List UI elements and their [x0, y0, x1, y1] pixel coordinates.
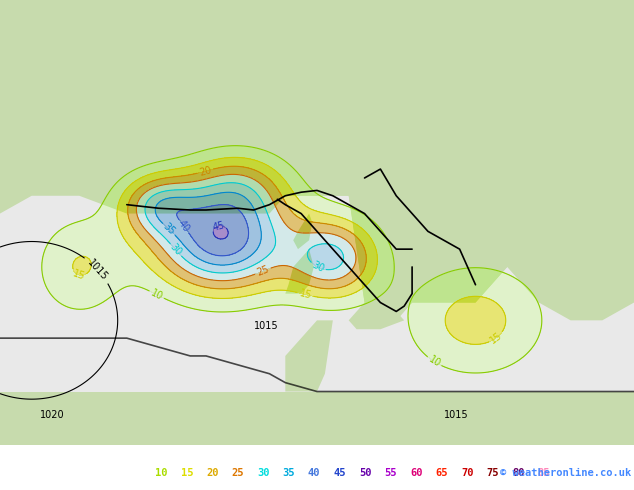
Text: 35: 35	[283, 468, 295, 478]
Text: 15: 15	[298, 288, 313, 301]
Text: 35: 35	[161, 221, 177, 237]
Text: 25: 25	[256, 264, 271, 278]
Text: 60: 60	[410, 468, 422, 478]
Text: 40: 40	[308, 468, 321, 478]
Polygon shape	[0, 0, 634, 320]
Text: 20: 20	[206, 468, 219, 478]
Text: 30: 30	[311, 260, 326, 274]
Text: 25: 25	[231, 468, 244, 478]
Text: 1020: 1020	[39, 410, 64, 420]
Text: 1015: 1015	[86, 257, 110, 282]
Text: 45: 45	[333, 468, 346, 478]
Text: 15: 15	[181, 468, 193, 478]
Text: 70: 70	[461, 468, 474, 478]
Text: 75: 75	[486, 468, 499, 478]
Text: 30: 30	[257, 468, 269, 478]
Text: © weatheronline.co.uk: © weatheronline.co.uk	[500, 468, 631, 478]
Text: 30: 30	[168, 242, 184, 258]
Text: 10: 10	[155, 468, 167, 478]
Text: 15: 15	[71, 268, 86, 282]
Text: 1015: 1015	[254, 321, 278, 331]
Text: 65: 65	[436, 468, 448, 478]
Text: Surface pressure [hPa] ECMWF: Surface pressure [hPa] ECMWF	[3, 452, 178, 462]
Text: 1015: 1015	[444, 410, 469, 420]
Text: 90: 90	[563, 468, 576, 478]
Text: 80: 80	[512, 468, 524, 478]
Polygon shape	[285, 320, 333, 392]
Polygon shape	[380, 107, 634, 320]
Text: 40: 40	[176, 218, 191, 234]
Polygon shape	[349, 302, 404, 329]
Polygon shape	[293, 214, 312, 249]
Text: Isotachs 10m (km/h): Isotachs 10m (km/h)	[3, 468, 122, 478]
Polygon shape	[269, 143, 412, 320]
Text: 85: 85	[538, 468, 550, 478]
Text: 10: 10	[149, 288, 164, 302]
Text: 55: 55	[384, 468, 397, 478]
Text: 10: 10	[427, 354, 442, 369]
Polygon shape	[0, 392, 634, 445]
Polygon shape	[285, 249, 314, 294]
Text: 45: 45	[211, 220, 226, 232]
Text: 15: 15	[488, 330, 504, 345]
Text: 20: 20	[198, 165, 213, 177]
Text: Sa 28-09-2024 12:00 UTC (00+156): Sa 28-09-2024 12:00 UTC (00+156)	[390, 452, 590, 462]
Text: 50: 50	[359, 468, 372, 478]
